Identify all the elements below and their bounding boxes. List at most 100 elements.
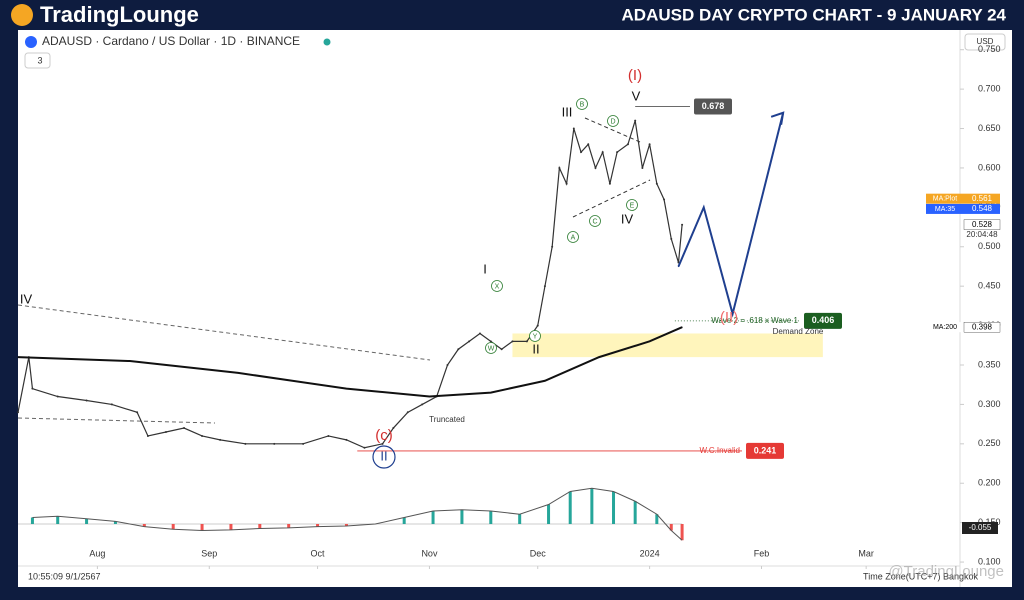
price-tag-box (964, 193, 1000, 204)
series-point (136, 411, 139, 414)
price-tag-label: MA:35 (935, 206, 955, 213)
oscillator-bar (85, 518, 89, 524)
level-label: Wave 2 = .618 x Wave 1 (711, 316, 798, 325)
series-point (601, 151, 604, 154)
wave-label: (c) (375, 427, 393, 444)
wave-letter: A (571, 234, 576, 241)
series-point (634, 119, 637, 122)
series-point (511, 340, 514, 343)
series-point (363, 446, 366, 449)
wave-circle (576, 98, 588, 110)
x-tick-label: Sep (201, 548, 217, 558)
x-tick-label: 2024 (640, 548, 660, 558)
series-point (594, 166, 597, 169)
series-point (345, 438, 348, 441)
oscillator-bar (56, 516, 60, 524)
series-point (244, 442, 247, 445)
currency-box[interactable] (964, 33, 1006, 51)
series-point (164, 431, 167, 433)
series-point (551, 245, 554, 248)
wave-label: II (380, 448, 387, 463)
y-tick-label: 0.300 (978, 399, 1001, 409)
wave-letter: B (580, 101, 585, 108)
price-tag: 0.548 (972, 204, 993, 213)
wave-circle (372, 445, 396, 469)
series-point (457, 348, 460, 351)
watermark: @TradingLounge (888, 563, 1004, 580)
trend-line (584, 117, 641, 143)
series-point (525, 340, 528, 343)
time: 10:55:09 9/1/2567 (28, 571, 101, 581)
series-point (558, 166, 561, 169)
price-tag-label: MA:Plot (933, 196, 958, 203)
series-point (608, 182, 611, 185)
wave-label: II (532, 341, 539, 356)
currency: USD (977, 37, 994, 46)
oscillator-bar (30, 517, 34, 524)
level-tag: 0.406 (812, 315, 835, 325)
series-point (587, 143, 590, 146)
series-point (17, 356, 19, 358)
status-dot (323, 38, 331, 46)
y-tick-label: 0.750 (978, 44, 1001, 54)
oscillator-bar (489, 511, 493, 524)
oscillator-bar (200, 524, 204, 531)
series-point (219, 438, 222, 441)
series-point (543, 285, 546, 288)
series-point (500, 348, 503, 351)
level-tag: 0.241 (754, 445, 777, 455)
oscillator-bar (344, 524, 348, 526)
wave-letter: E (630, 202, 635, 209)
trend-line (572, 179, 651, 218)
x-tick-label: Aug (89, 548, 105, 558)
x-tick-label: Feb (754, 548, 770, 558)
oscillator-line (32, 487, 683, 541)
series-line (17, 326, 683, 398)
series-point (327, 434, 330, 437)
indicator-toggle[interactable] (24, 52, 51, 69)
series-point (677, 265, 680, 268)
price-tag-box (964, 203, 1000, 214)
wave-circle (485, 342, 497, 354)
series-point (649, 340, 651, 342)
logo (11, 4, 33, 26)
y-tick-label: 0.600 (978, 162, 1001, 172)
level-tag-box (804, 312, 842, 329)
series-point (381, 442, 384, 445)
trend-line (17, 417, 216, 424)
demand-zone (512, 333, 823, 358)
y-tick-label: 0.650 (978, 123, 1001, 133)
oscillator-bar (680, 524, 684, 541)
series-point (489, 340, 492, 343)
oscillator-bar (547, 504, 551, 524)
series-point (446, 364, 449, 366)
oscillator-tag-box (962, 522, 998, 534)
level-tag: 0.678 (702, 101, 725, 111)
arrow-head (770, 111, 785, 125)
wave-label: Demand Zone (773, 327, 824, 336)
series-point (663, 198, 666, 201)
price-tag-label-box (926, 322, 964, 333)
wave-label: I (483, 261, 487, 276)
series-point (406, 411, 409, 414)
wave-label: (I) (628, 67, 642, 84)
x-tick-label: Oct (311, 548, 326, 558)
wave-letter: C (592, 218, 597, 225)
price-tag: 0.528 (972, 220, 993, 229)
series-point (598, 356, 600, 358)
price-tag-box (963, 219, 1001, 230)
wave-letter: W (488, 345, 495, 352)
price-tag: 0.398 (972, 322, 993, 331)
series-point (110, 403, 113, 406)
wave-letter: Y (533, 333, 538, 340)
series-point (565, 182, 568, 185)
series-point (17, 411, 19, 414)
oscillator-bar (142, 524, 146, 527)
series-point (478, 332, 481, 335)
y-tick-label: 0.500 (978, 241, 1001, 251)
series-point (392, 427, 395, 430)
oscillator-bar (229, 524, 233, 530)
y-tick-label: 0.350 (978, 359, 1001, 369)
